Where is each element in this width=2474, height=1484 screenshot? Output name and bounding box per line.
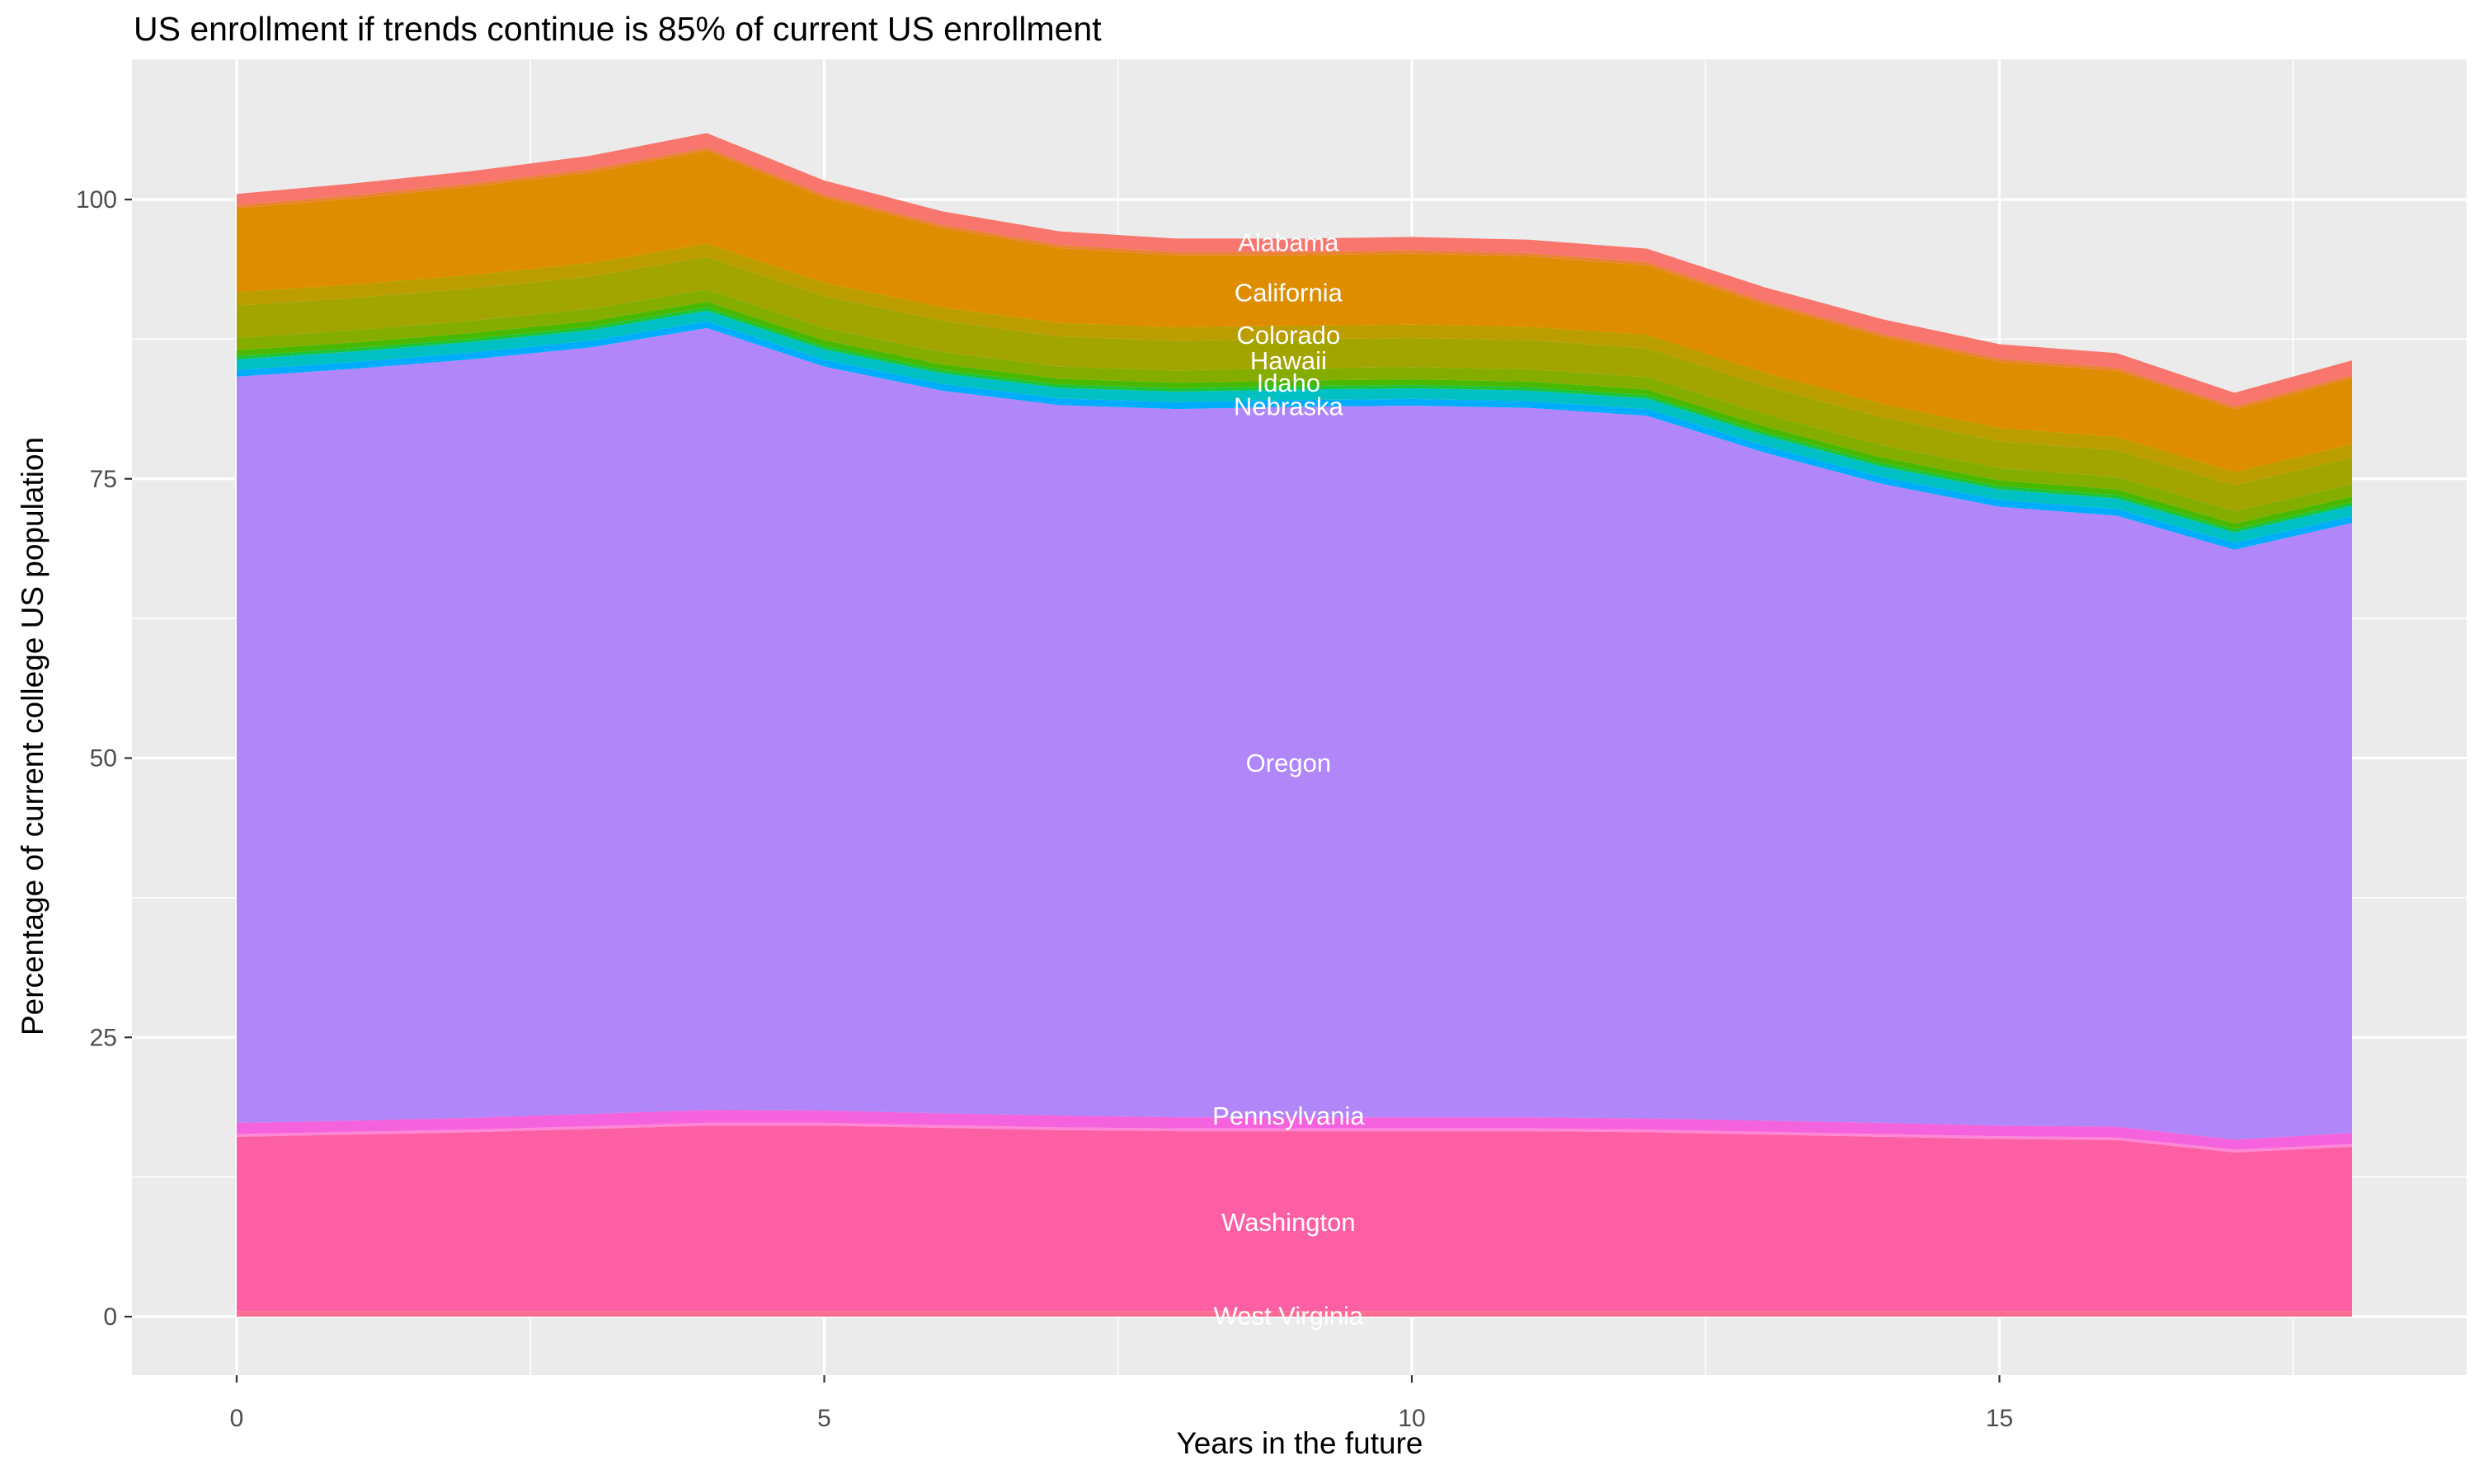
y-tick-label: 75 bbox=[90, 466, 117, 493]
x-tick-label: 10 bbox=[1398, 1405, 1425, 1432]
state-label-pennsylvania: Pennsylvania bbox=[1212, 1101, 1365, 1130]
state-label-california: California bbox=[1235, 278, 1343, 307]
area-pennsylvania bbox=[237, 1110, 2352, 1150]
state-label-oregon: Oregon bbox=[1246, 749, 1331, 777]
y-tick-label: 50 bbox=[90, 745, 117, 773]
chart-title: US enrollment if trends continue is 85% … bbox=[134, 10, 1102, 48]
x-tick-label: 15 bbox=[1986, 1405, 2013, 1432]
state-label-west-virginia: West Virginia bbox=[1214, 1302, 1364, 1331]
y-tick-label: 100 bbox=[76, 186, 117, 214]
y-tick-label: 0 bbox=[103, 1303, 117, 1331]
state-label-alabama: Alabama bbox=[1238, 228, 1339, 256]
state-label-colorado: Colorado bbox=[1236, 321, 1340, 350]
x-tick-label: 0 bbox=[230, 1405, 244, 1432]
x-axis-title: Years in the future bbox=[1176, 1426, 1423, 1460]
area-california bbox=[237, 151, 2352, 472]
area-washington bbox=[237, 1125, 2352, 1312]
state-label-hawaii: Hawaii bbox=[1250, 346, 1327, 375]
area-oregon bbox=[237, 327, 2352, 1140]
y-axis-title: Percentage of current college US populat… bbox=[16, 436, 49, 1036]
y-tick-label: 25 bbox=[90, 1024, 117, 1051]
state-label-idaho: Idaho bbox=[1257, 369, 1321, 397]
x-tick-label: 5 bbox=[817, 1405, 831, 1432]
state-label-washington: Washington bbox=[1221, 1208, 1356, 1237]
area-small-states bbox=[237, 1122, 2352, 1153]
area-west-virginia bbox=[237, 1311, 2352, 1317]
state-label-nebraska: Nebraska bbox=[1234, 392, 1343, 421]
